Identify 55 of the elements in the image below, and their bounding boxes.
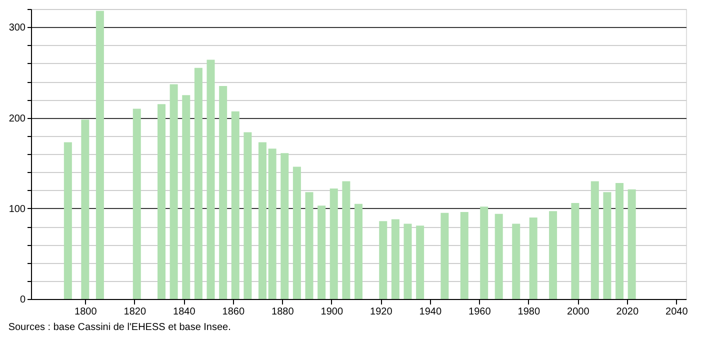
x-tick-label: 1880 — [272, 306, 294, 318]
bar — [404, 224, 412, 299]
y-tick-label: 0 — [20, 294, 26, 306]
bar — [480, 206, 488, 299]
bar — [571, 202, 580, 299]
bar — [529, 217, 538, 299]
bar — [206, 60, 215, 299]
bar — [628, 189, 636, 299]
bar — [170, 84, 178, 299]
bar — [258, 142, 266, 299]
bar — [512, 224, 520, 299]
bar — [460, 212, 468, 299]
bar — [603, 192, 612, 299]
bar — [158, 104, 166, 299]
x-tick-label: 1860 — [222, 306, 245, 318]
bar — [549, 211, 558, 299]
y-tick-label: 100 — [8, 204, 26, 215]
bar — [440, 212, 449, 299]
y-tick-label: 300 — [8, 22, 26, 34]
x-tick-label: 2020 — [616, 306, 639, 318]
x-tick-label: 1900 — [320, 306, 344, 318]
source-note: Sources : base Cassini de l'EHESS et base Insee. — [8, 322, 231, 333]
bar — [182, 95, 190, 299]
bar — [318, 206, 326, 299]
bar — [219, 86, 228, 299]
bar — [379, 221, 388, 299]
bar — [342, 181, 350, 299]
bar — [194, 68, 202, 299]
y-tick-label: 200 — [8, 113, 26, 124]
bar — [330, 188, 338, 299]
x-tick-label: 2000 — [567, 306, 590, 318]
bar — [244, 132, 252, 299]
x-tick-label: 1960 — [468, 306, 492, 318]
x-tick-label: 1800 — [74, 306, 98, 318]
bar — [268, 148, 276, 299]
x-tick-label: 1920 — [370, 306, 393, 318]
bar — [132, 108, 141, 299]
x-tick-label: 1820 — [124, 306, 146, 318]
bar — [292, 166, 301, 299]
x-tick-label: 1940 — [419, 306, 442, 318]
bar — [494, 214, 503, 299]
bar — [590, 181, 599, 299]
bar — [231, 111, 240, 299]
bar — [354, 204, 362, 299]
bar — [96, 10, 104, 299]
bar — [416, 226, 424, 299]
bar — [81, 120, 90, 299]
bar — [391, 219, 400, 299]
bar — [616, 183, 624, 299]
x-tick-label: 1980 — [518, 306, 540, 318]
bar — [305, 192, 314, 299]
bar — [280, 153, 289, 299]
x-tick-label: 2040 — [666, 306, 688, 318]
bar — [64, 142, 72, 299]
x-tick-label: 1840 — [173, 306, 196, 318]
